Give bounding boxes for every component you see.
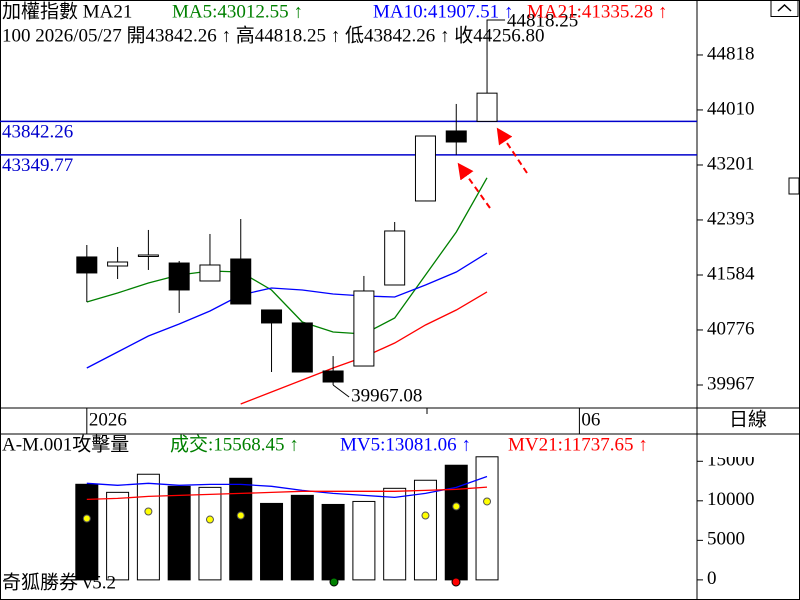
marker-dot	[452, 502, 461, 511]
volume-bar	[260, 502, 284, 581]
axis-panel-cover	[698, 435, 799, 457]
candle-body	[353, 290, 375, 367]
low-annotation: 39967.08	[351, 385, 422, 406]
volume-bar	[444, 464, 468, 581]
candle-body	[168, 262, 190, 291]
hint-arrow	[457, 162, 491, 209]
price-panel: 43842.26 43349.77 44818.25 39967.08	[0, 10, 697, 406]
volume-bar	[352, 500, 376, 581]
x-tick-label: 06	[581, 409, 600, 430]
y-tick-label: 0	[707, 568, 717, 589]
legend-entry: MA21:41335.28 ↑	[527, 1, 667, 22]
volume-bar	[475, 456, 499, 581]
volume-bar	[229, 477, 253, 581]
volume-panel	[75, 456, 499, 581]
chart-title: 加權指數 MA21	[2, 0, 132, 22]
ma-line	[86, 252, 488, 369]
marker-dot	[205, 515, 214, 524]
volume-bar	[136, 473, 160, 581]
x-tick-label: 2026	[89, 409, 127, 430]
scroll-icon	[777, 3, 792, 12]
candle-body	[322, 370, 344, 383]
info-line: 100 2026/05/27 開43842.26 ↑ 高44818.25 ↑ 低…	[2, 24, 545, 46]
y-tick-label: 5000	[707, 529, 745, 550]
marker-dot	[483, 497, 492, 506]
volume-label: 成交:15568.45 ↑	[170, 433, 299, 455]
scroll-button[interactable]	[770, 0, 799, 17]
y-tick-label: 41584	[707, 263, 755, 284]
candle-body	[199, 264, 221, 282]
volume-bar	[413, 479, 437, 581]
signal-dot	[451, 577, 461, 587]
legend-entry: MA10:41907.51 ↑	[373, 1, 513, 22]
period-label: 日線	[729, 408, 767, 430]
candle-body	[414, 135, 436, 202]
volume-title: A-M.001攻擊量	[2, 433, 129, 455]
marker-dot	[421, 511, 430, 520]
volume-bar	[167, 485, 191, 581]
ma-line	[86, 177, 488, 335]
y-tick-label: 39967	[707, 373, 755, 394]
y-tick-label: 42393	[707, 208, 755, 229]
high-annotation: 44818.25	[507, 10, 578, 31]
y-tick-label: 43201	[707, 153, 755, 174]
axis-panel-cover	[698, 1, 770, 25]
annotation-leader	[486, 19, 506, 55]
marker-dot	[236, 511, 245, 520]
volume-bar	[106, 491, 130, 581]
legend-entry: MA5:43012.55 ↑	[172, 1, 303, 22]
y-tick-label: 44818	[707, 43, 755, 64]
candle-body	[107, 261, 129, 267]
volume-bar	[383, 487, 407, 581]
y-tick-label: 44010	[707, 98, 755, 119]
candle-body	[230, 258, 252, 305]
price-line-label: 43349.77	[2, 155, 73, 176]
hint-arrow	[496, 127, 528, 174]
candle-body	[137, 254, 159, 257]
ma-line	[86, 475, 488, 499]
signal-dot	[329, 577, 339, 587]
marker-dot	[144, 507, 153, 516]
axes: 2026 06 39967 40776 41584 42393 43201 44010 4481…	[86, 43, 755, 589]
y-tick-label: 10000	[707, 489, 755, 510]
volume-bar	[198, 486, 222, 581]
legend-entry: MV5:13081.06 ↑	[340, 434, 471, 455]
footer: 奇狐勝券 v5.2	[2, 571, 116, 593]
side-button[interactable]	[788, 177, 800, 195]
ma-line	[86, 486, 488, 501]
candle-body	[476, 92, 498, 122]
volume-bar	[321, 503, 345, 581]
candle-body	[76, 256, 98, 274]
y-tick-label: 40776	[707, 318, 755, 339]
marker-dot	[82, 514, 91, 523]
legend-entry: MV21:11737.65 ↑	[508, 434, 648, 455]
candle-body	[261, 309, 283, 324]
volume-bar	[290, 494, 314, 581]
annotation-leader	[332, 384, 350, 398]
candle-body	[384, 230, 406, 286]
price-line-label: 43842.26	[2, 122, 73, 143]
candle-body	[445, 130, 467, 143]
candle-body	[291, 322, 313, 373]
volume-bar	[75, 483, 99, 581]
